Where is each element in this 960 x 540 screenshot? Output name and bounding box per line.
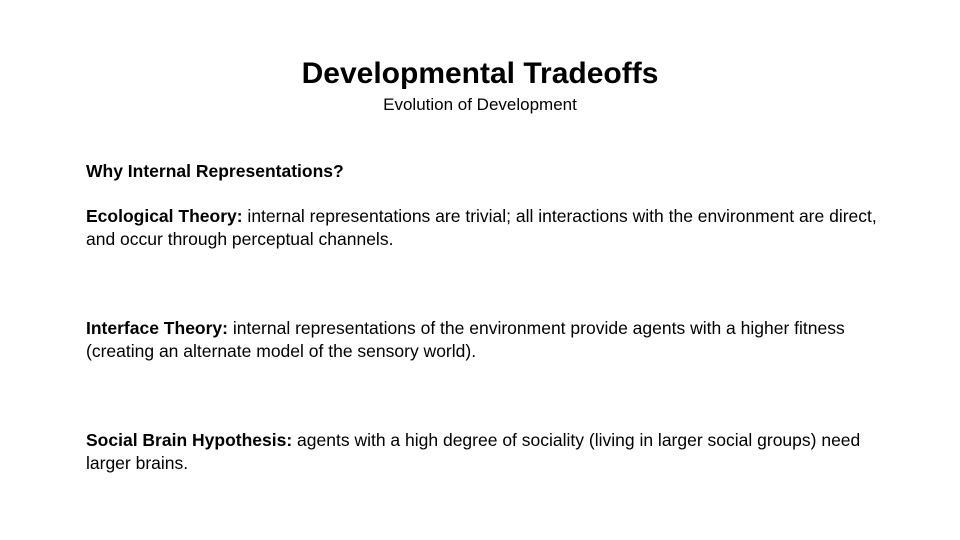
social-brain-hypothesis-paragraph: Social Brain Hypothesis: agents with a h…: [86, 429, 886, 475]
slide-title: Developmental Tradeoffs: [301, 57, 659, 90]
interface-theory-text: internal representations of the environm…: [86, 318, 845, 361]
social-brain-hypothesis-term: Social Brain Hypothesis:: [86, 430, 293, 450]
interface-theory-term: Interface Theory:: [86, 318, 228, 338]
social-brain-hypothesis-text: agents with a high degree of sociality (…: [86, 430, 861, 473]
ecological-theory-paragraph: Ecological Theory: internal representati…: [86, 205, 886, 251]
ecological-theory-text: internal representations are trivial; al…: [86, 206, 877, 249]
ecological-theory-term: Ecological Theory:: [86, 206, 243, 226]
slide-subtitle: Evolution of Development: [383, 95, 577, 114]
interface-theory-paragraph: Interface Theory: internal representatio…: [86, 317, 886, 363]
section-question: Why Internal Representations?: [86, 161, 344, 181]
